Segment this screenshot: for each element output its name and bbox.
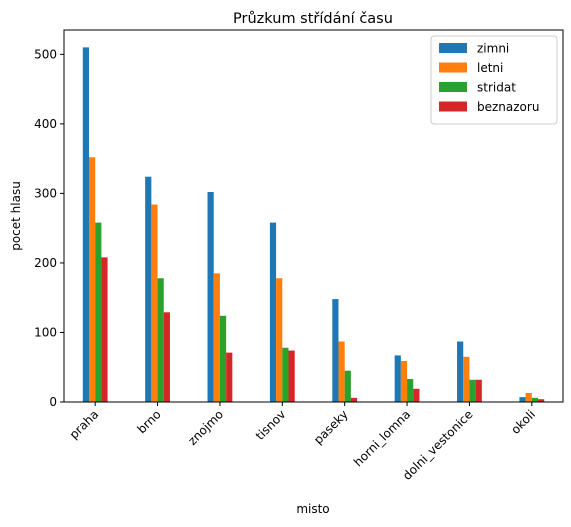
- x-tick-label-praha: praha: [67, 407, 102, 442]
- legend: zimni letni stridat beznazoru: [430, 35, 558, 125]
- x-axis-label: misto: [296, 502, 329, 516]
- plot-area: [82, 47, 545, 402]
- bar-beznazoru-horni_lomna: [413, 388, 420, 402]
- bar-letni-praha: [88, 157, 96, 402]
- x-tick-label-horni_lomna: horni_lomna: [351, 407, 413, 469]
- legend-label-stridat: stridat: [477, 81, 516, 95]
- x-tick-label-okoli: okoli: [508, 407, 538, 437]
- chart-title: Průzkum střídání času: [233, 11, 393, 27]
- y-tick-label: 100: [34, 325, 57, 339]
- legend-swatch-zimni: [439, 43, 467, 53]
- bar-stridat-okoli: [531, 397, 539, 402]
- bar-stridat-dolni_vestonice: [469, 379, 476, 402]
- bar-beznazoru-tisnov: [288, 350, 295, 402]
- x-tick-label-brno: brno: [134, 407, 163, 436]
- bar-beznazoru-brno: [163, 312, 170, 402]
- bar-letni-znojmo: [213, 273, 220, 402]
- bar-letni-okoli: [525, 392, 532, 402]
- x-tick-label-paseky: paseky: [311, 407, 351, 447]
- bar-letni-tisnov: [276, 278, 283, 402]
- bar-stridat-horni_lomna: [407, 379, 414, 402]
- plot-frame: [63, 29, 564, 403]
- y-axis-label: pocet hlasu: [9, 181, 23, 251]
- bar-letni-brno: [151, 204, 158, 402]
- legend-label-letni: letni: [477, 61, 503, 75]
- x-axis: praha brno znojmo tisnov paseky horni_lomnado…: [67, 402, 538, 483]
- legend-swatch-stridat: [439, 82, 467, 92]
- y-tick-label: 200: [34, 256, 57, 270]
- bar-stridat-brno: [157, 278, 164, 402]
- bar-zimni-brno: [145, 176, 152, 402]
- bar-letni-horni_lomna: [400, 360, 408, 402]
- bar-beznazoru-paseky: [350, 397, 358, 402]
- bar-beznazoru-okoli: [538, 399, 545, 402]
- bar-stridat-tisnov: [282, 347, 289, 402]
- bar-zimni-okoli: [519, 397, 526, 402]
- y-tick-label: 300: [34, 186, 57, 200]
- bar-zimni-tisnov: [269, 222, 277, 402]
- bar-beznazoru-praha: [101, 257, 108, 402]
- y-tick-label: 500: [34, 47, 57, 61]
- y-axis: 0 100 200 300 400 500: [34, 47, 64, 409]
- bar-zimni-paseky: [332, 299, 339, 402]
- legend-swatch-letni: [439, 62, 467, 73]
- bar-zimni-praha: [82, 47, 89, 402]
- legend-label-beznazoru: beznazoru: [477, 100, 539, 114]
- bar-zimni-znojmo: [207, 192, 214, 402]
- legend-swatch-beznazoru: [439, 101, 467, 112]
- y-tick-label: 400: [34, 117, 57, 131]
- bar-zimni-dolni_vestonice: [457, 341, 464, 402]
- bar-letni-paseky: [338, 341, 345, 402]
- bar-stridat-znojmo: [219, 315, 227, 402]
- y-tick-label: 0: [49, 395, 57, 409]
- bar-stridat-praha: [95, 222, 102, 402]
- bar-stridat-paseky: [344, 370, 351, 402]
- bar-letni-dolni_vestonice: [463, 356, 470, 402]
- bar-beznazoru-dolni_vestonice: [475, 379, 482, 402]
- legend-label-zimni: zimni: [477, 42, 509, 56]
- x-tick-label-tisnov: tisnov: [253, 407, 289, 443]
- x-tick-label-znojmo: znojmo: [185, 407, 226, 448]
- bar-zimni-horni_lomna: [394, 355, 401, 402]
- bar-beznazoru-znojmo: [226, 352, 233, 402]
